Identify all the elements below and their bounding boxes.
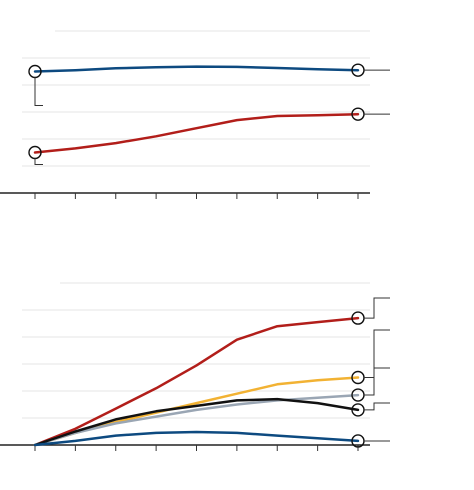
end-leader [364,367,390,396]
end-leader [364,402,390,411]
series-line-red [33,112,360,154]
series-line-gray [33,393,360,447]
top-line-chart [0,30,390,199]
series-line-red [33,316,360,447]
series-line-black [33,397,360,447]
series-line-blue [33,430,360,447]
series-line-blue [33,65,360,73]
end-leader [364,297,390,319]
series-line-gold [33,376,360,447]
start-leader [34,77,43,106]
bottom-line-chart [0,282,390,451]
start-leader [34,158,43,165]
end-leader [364,329,390,378]
